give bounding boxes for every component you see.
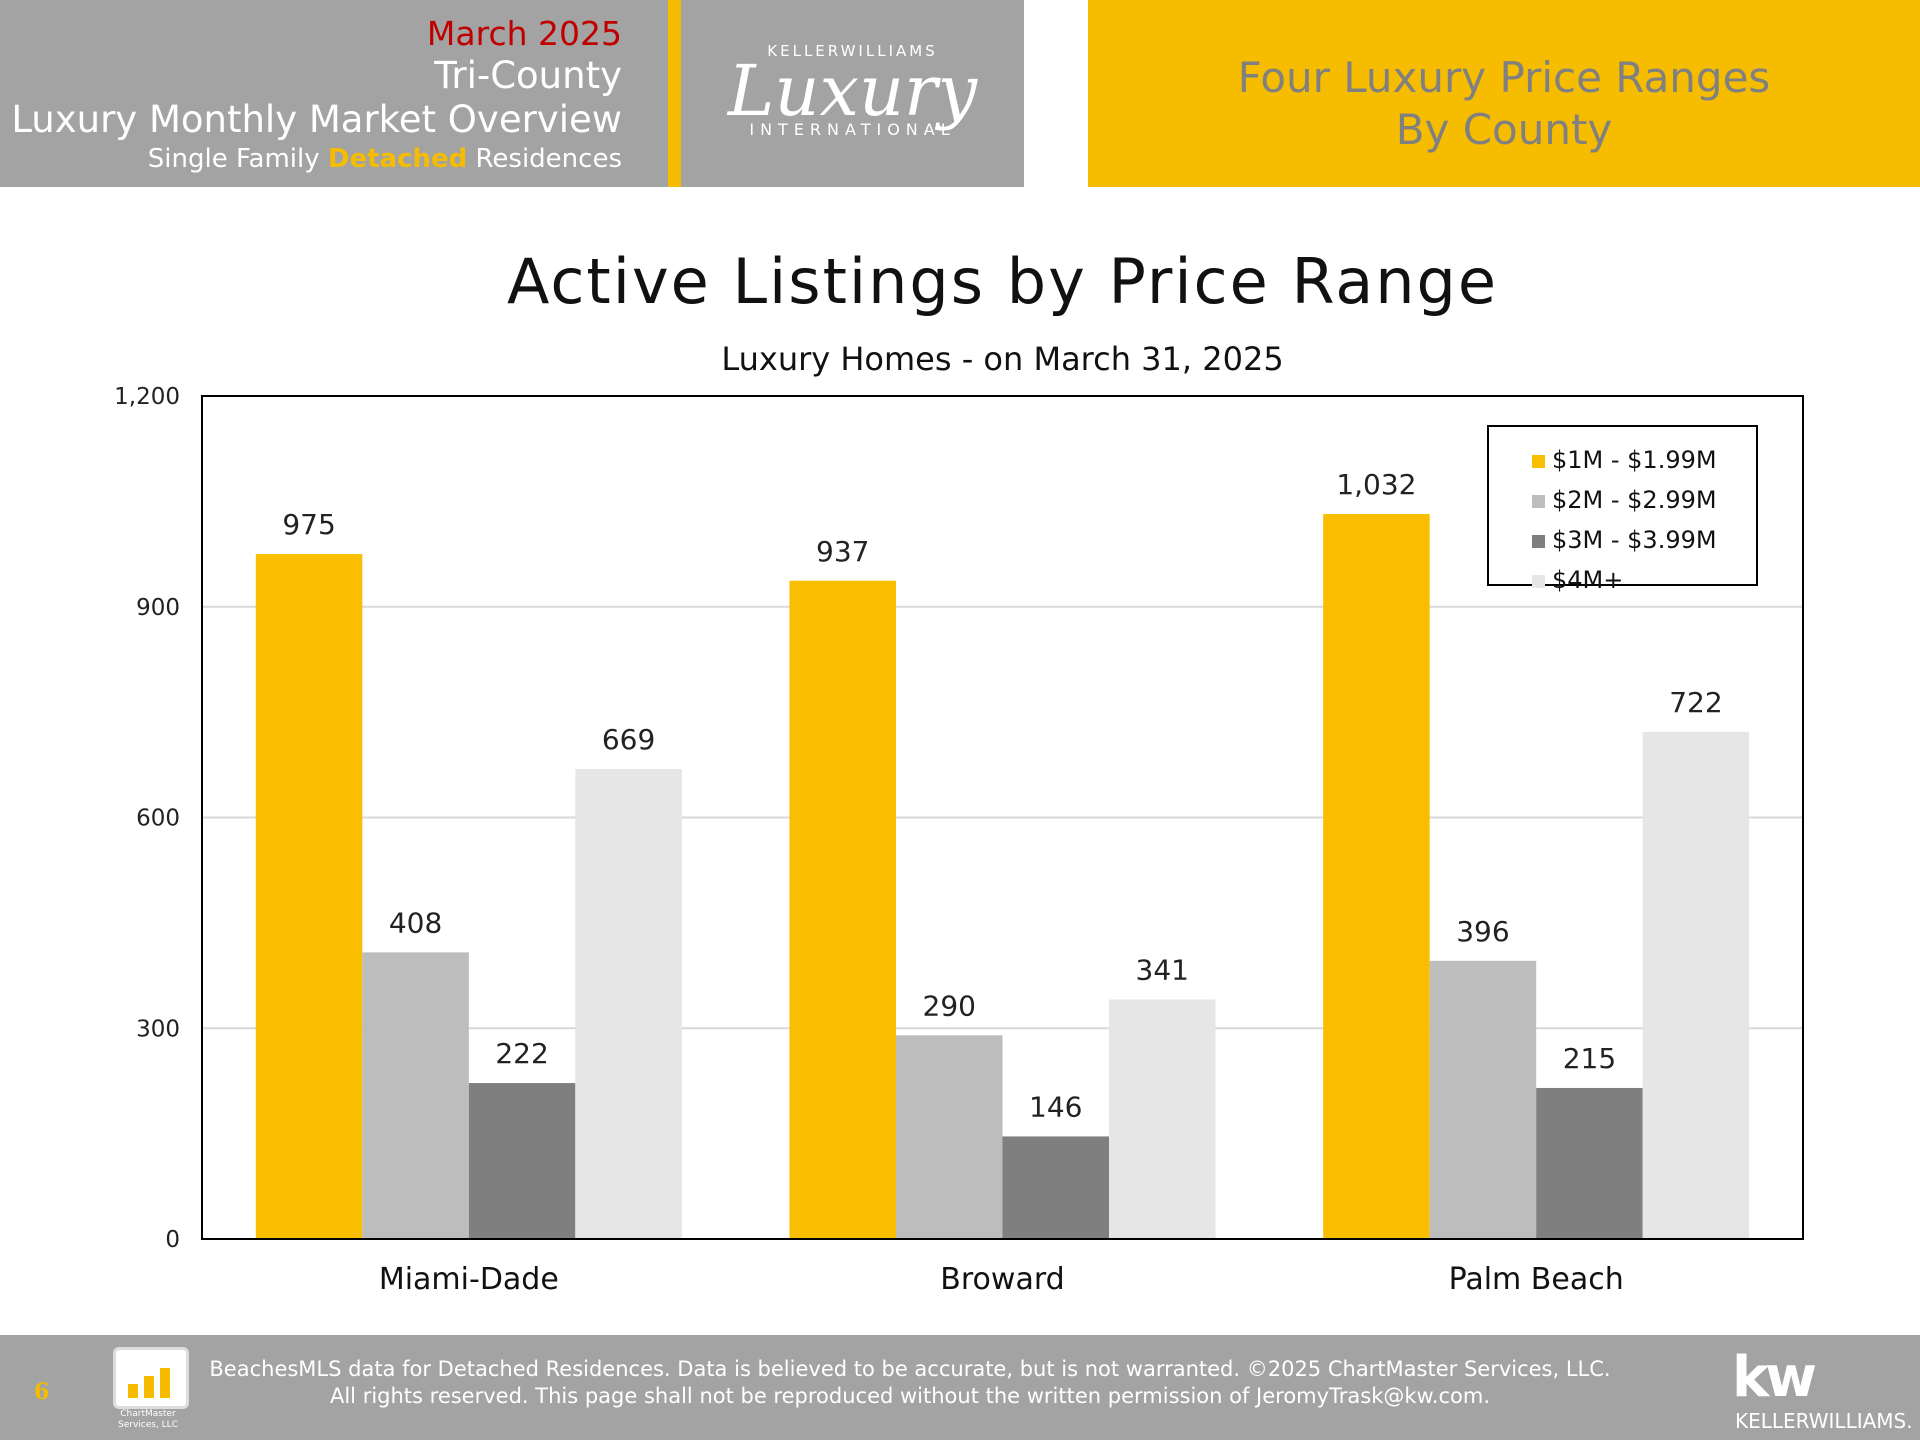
section-banner: Four Luxury Price Ranges By County [1088,0,1920,187]
report-region: Tri-County [434,54,622,97]
legend-swatch [1532,495,1545,508]
report-subtitle: Single Family Detached Residences [0,142,622,176]
plot-frame [201,395,1804,1240]
disclaimer-line2: All rights reserved. This page shall not… [329,1384,1491,1408]
bar [1642,731,1750,1239]
data-label: 290 [923,989,976,1022]
legend-swatch [1532,575,1545,588]
page-number: 6 [34,1379,50,1405]
bar [1536,1087,1643,1239]
section-banner-line1: Four Luxury Price Ranges [1237,53,1771,102]
x-tick-label: Broward [940,1262,1064,1297]
legend-label: $4M+ [1552,566,1623,594]
bar [789,580,896,1239]
kw-luxury-logo: KELLERWILLIAMS Luxury INTERNATIONAL [681,0,1024,187]
data-label: 146 [1029,1090,1082,1123]
section-banner-line2: By County [1395,105,1613,154]
subtitle-accent: Detached [327,144,468,174]
disclaimer-line1: BeachesMLS data for Detached Residences.… [209,1357,1611,1381]
legend-swatch [1532,455,1545,468]
bar [1109,999,1216,1239]
bar [896,1035,1003,1239]
bar [468,1083,576,1239]
chart-title: Active Listings by Price Range [507,245,1498,318]
data-label: 396 [1456,915,1509,948]
kw-logo: kw [1732,1345,1817,1410]
kw-brand-name: KELLERWILLIAMS. [1735,1409,1913,1433]
report-header: March 2025 Tri-County Luxury Monthly Mar… [0,0,668,187]
subtitle-suffix: Residences [467,144,623,174]
legend-label: $1M - $1.99M [1552,446,1717,474]
logo-script-text: Luxury [727,50,978,132]
legend-label: $2M - $2.99M [1552,486,1717,514]
y-tick-label: 0 [165,1227,180,1253]
data-label: 937 [816,535,869,568]
bar-chart: 0 300 600 900 1,200 975 937 1,032 408 290 396 222 14… [114,384,1804,1297]
bar [255,554,363,1239]
footer: 6 ChartMaster Services, LLC BeachesMLS d… [0,1335,1920,1440]
disclaimer: BeachesMLS data for Detached Residences.… [200,1356,1620,1410]
logo-bottom-text: INTERNATIONAL [749,120,956,139]
bar [1002,1136,1109,1239]
bar [1429,960,1537,1239]
y-tick-label: 1,200 [114,384,180,410]
y-tick-label: 900 [136,595,180,621]
legend-swatch [1532,535,1545,548]
data-label: 1,032 [1336,468,1416,501]
bar [1323,514,1430,1239]
data-label: 341 [1136,953,1189,986]
chart-subtitle: Luxury Homes - on March 31, 2025 [721,340,1284,378]
legend-label: $3M - $3.99M [1552,526,1717,554]
chartmaster-logo-line1: ChartMaster [120,1409,176,1419]
y-tick-label: 600 [136,806,180,832]
chartmaster-logo-line2: Services, LLC [118,1420,178,1430]
chartmaster-logo-text: ChartMaster Services, LLC [106,1409,190,1431]
subtitle-prefix: Single Family [147,144,328,174]
data-label: 669 [602,723,655,756]
y-tick-label: 300 [136,1016,180,1042]
x-tick-label: Palm Beach [1449,1262,1624,1297]
data-label: 215 [1563,1042,1616,1075]
bar [575,769,682,1239]
chartmaster-logo-icon [113,1347,189,1409]
bar [362,952,469,1239]
data-label: 222 [495,1037,548,1070]
report-month: March 2025 [426,14,622,53]
header-divider [668,0,681,187]
report-title: Luxury Monthly Market Overview [11,98,622,141]
data-label: 975 [282,508,335,541]
data-label: 408 [389,906,442,939]
x-tick-label: Miami-Dade [379,1262,559,1297]
data-label: 722 [1669,686,1722,719]
logo-top-text: KELLERWILLIAMS [767,42,938,60]
